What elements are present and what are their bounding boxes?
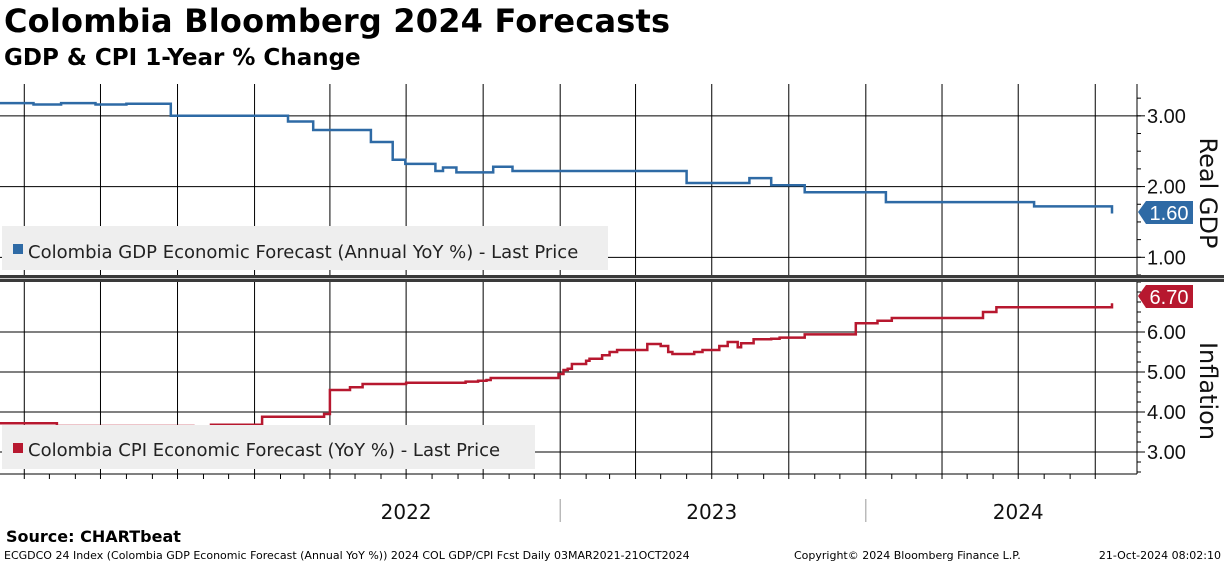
source-label: Source: CHARTbeat bbox=[6, 527, 181, 546]
gdp-ytick-label: 1.00 bbox=[1147, 247, 1186, 269]
series-layer bbox=[0, 101, 1114, 432]
cpi-legend-label: Colombia CPI Economic Forecast (YoY %) -… bbox=[28, 440, 500, 461]
gdp-series-line bbox=[0, 101, 1114, 214]
cpi-series-line bbox=[0, 303, 1114, 432]
x-year-label: 2024 bbox=[993, 500, 1044, 524]
cpi-legend: Colombia CPI Economic Forecast (YoY %) -… bbox=[2, 425, 535, 469]
gdp-legend: Colombia GDP Economic Forecast (Annual Y… bbox=[2, 226, 608, 270]
cpi-ytick-label: 6.00 bbox=[1147, 322, 1186, 344]
x-year-label: 2023 bbox=[686, 500, 737, 524]
gdp-ytick-label: 2.00 bbox=[1147, 177, 1186, 199]
axis-layer: 3.00 2.00 1.00 6.00 5.00 4.00 3.00 2022 2023 2024 bbox=[0, 84, 1224, 524]
footer-copyright: Copyright© 2024 Bloomberg Finance L.P. bbox=[794, 549, 1021, 562]
gdp-axis-title: Real GDP bbox=[1194, 138, 1222, 249]
footer-index-info: ECGDCO 24 Index (Colombia GDP Economic F… bbox=[4, 549, 690, 562]
chart-subtitle: GDP & CPI 1-Year % Change bbox=[4, 45, 361, 71]
gdp-badge-label: 1.60 bbox=[1150, 203, 1189, 225]
gdp-legend-box bbox=[2, 226, 608, 270]
cpi-ytick-label: 5.00 bbox=[1147, 362, 1186, 384]
chart-title: Colombia Bloomberg 2024 Forecasts bbox=[4, 2, 671, 40]
gdp-last-value-badge: 1.60 bbox=[1138, 201, 1193, 225]
cpi-axis-title: Inflation bbox=[1194, 342, 1222, 440]
gdp-badge-shape bbox=[1138, 201, 1193, 224]
cpi-legend-swatch bbox=[13, 443, 23, 453]
cpi-legend-box bbox=[2, 425, 535, 469]
cpi-badge-shape bbox=[1138, 285, 1193, 308]
gdp-ytick-label: 3.00 bbox=[1147, 106, 1186, 128]
footer-timestamp: 21-Oct-2024 08:02:10 bbox=[1098, 549, 1221, 562]
x-year-label: 2022 bbox=[381, 500, 432, 524]
cpi-last-value-badge: 6.70 bbox=[1138, 285, 1193, 309]
gdp-legend-swatch bbox=[13, 244, 23, 254]
cpi-ytick-label: 4.00 bbox=[1147, 402, 1186, 424]
cpi-badge-label: 6.70 bbox=[1150, 287, 1189, 309]
gdp-legend-label: Colombia GDP Economic Forecast (Annual Y… bbox=[28, 242, 578, 263]
cpi-ytick-label: 3.00 bbox=[1147, 442, 1186, 464]
